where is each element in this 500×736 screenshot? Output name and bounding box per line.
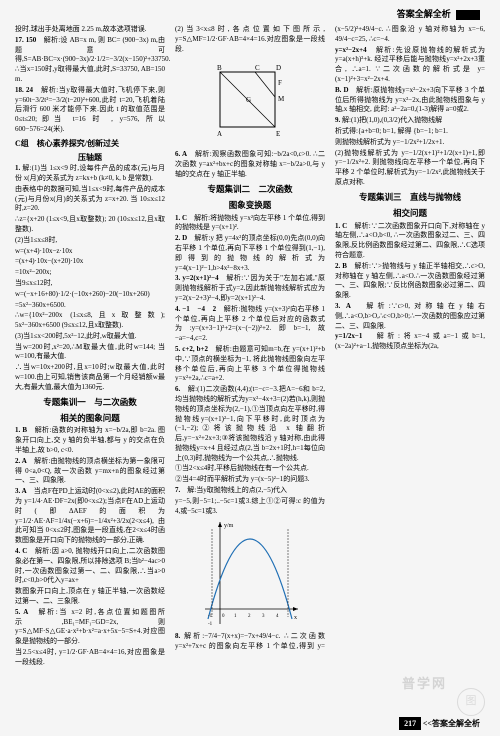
topic3-title-a: 专题集训三 直线与抛物线: [335, 192, 485, 204]
group-c-head: C组 核心素养探究/创新过关: [15, 138, 165, 149]
topic2-title-a: 专题集训二 二次函数: [175, 184, 325, 196]
svg-text:F: F: [278, 79, 282, 87]
svg-text:1: 1: [234, 614, 237, 619]
text: =10x²−200x;: [15, 268, 165, 278]
watermark: 普学网 图: [402, 675, 485, 716]
page-content: 投时,球出手处离地面 2.25 m,故本选项错误. 17. 150 解析:设 A…: [0, 0, 500, 700]
text: ②当4=4时而平解析式为 y=(x−5)²−1的问题3.: [175, 475, 325, 485]
text: y=−5,则−5=1;..−5c=1或3.综上①②可得:c 的值为 4,或−5c…: [175, 497, 325, 517]
text: ①当2<x≤4时,平移后抛物线在有一个公共点.: [175, 464, 325, 474]
q2: 2. A 解析:由抛物线的顶点横坐标为第一象限可得 0<a,0<Q, 故一次函数…: [15, 457, 165, 486]
text: (2)当3<x≤8时,各点位置如下图所示, y=S△MF=1/2·GF·AB=4…: [175, 25, 325, 54]
q6t2: 6. 解:(1)二次函数(4,4);(t=−c=−3.把A=−6和 b=2,均当…: [175, 385, 325, 463]
svg-text:G: G: [246, 96, 251, 104]
svg-text:4: 4: [276, 614, 279, 619]
q5t2: 5. c+2, b+2 解析:由题意可知m=b,在 y=(x+1)²+b中,∵顶…: [175, 345, 325, 384]
footer: 217 <<答案全解全析: [399, 717, 480, 730]
text: 投时,球出手处离地面 2.25 m,故本选项错误.: [15, 25, 165, 35]
header-title: 答案全解全析: [397, 9, 451, 19]
text: 当w=200时,x²=20,∴M取最大值,此时w=144; 当w=100,有最大…: [15, 343, 165, 363]
svg-text:-1: -1: [208, 622, 213, 627]
text: 数图象开口向上,顶点在 y 轴正半轴,一次函数经过第一、二、三象限.: [15, 587, 165, 607]
text: (2)抛物线解析式为 y=−1/2(x+1)²+1/2(x+1)+1,即 y=−…: [335, 149, 485, 188]
text: =(x+4)·10x−(x+20)·10x: [15, 257, 165, 267]
q3t3: 3. A 解析:∵c>0,对称轴在y轴右侧,∴a<O,b>O,∴c<O,b>0;…: [335, 302, 485, 331]
svg-text:0: 0: [222, 614, 225, 619]
q4: 4. C 解析:因 a>0, 抛物线开口向上,二次函数图象必在第一、四象限,所以…: [15, 547, 165, 586]
q4t3: y=1/2x−1 解析:将x=−4或a=−1或b=1,(x−2a)²+a−1,抛…: [335, 332, 485, 352]
topic1-title-a: 专题集训一 与二次函数: [15, 397, 165, 409]
q1t2: 1. C 解析:将抛物线 y=x²向左平移 1 个单位,得到的抛物线是 y=(x…: [175, 214, 325, 234]
svg-text:D: D: [276, 64, 281, 72]
q1: 1. 解:(1)当 1≤x<9 时,设每件产品的成本(元)与月份 x(月)的关系…: [15, 164, 165, 184]
q7t2: 7. 解:当y取抛物线上的点(2,−5)代入: [175, 486, 325, 496]
topic3-title-b: 相交问题: [335, 208, 485, 220]
svg-text:x: x: [294, 615, 297, 621]
text: (2)当1≤x≤8时,: [15, 236, 165, 246]
svg-text:C: C: [255, 64, 260, 72]
q3: 3. A 当点F在PD上运动时(0<x≤2),此时AE的面积为 y=1/4·AE…: [15, 487, 165, 546]
text: 由表格中的数据可知,当1≤x<9时,每件产品的成本(元)与月份x(月)的关系式为…: [15, 185, 165, 214]
q4t2: 4. −1 −4 2 解析:抛物线 y=(x+3)²向右平移 1 个单位,再向上…: [175, 305, 325, 344]
text: =5x²−360x+6500.: [15, 301, 165, 311]
q9: 9. 解:(1)把(1,0),(0,3/2)代入抛物线解: [335, 116, 485, 126]
header: 答案全解全析: [397, 8, 480, 21]
watermark-circle-icon: 图: [457, 688, 485, 716]
topic2-title-b: 图象变换题: [175, 200, 325, 212]
q2t3: 2. B 解析:∵>抛物线与 y 轴正半轴相交,∴c>O,对称轴在 y 轴左侧,…: [335, 262, 485, 301]
text: w=(x+4)·10x−z·10x: [15, 247, 165, 257]
q1t3: 1. C 解析:∵二次函数图象开口向下,对称轴在 y 轴左侧,∴a<O,b<0,…: [335, 222, 485, 261]
qB: B. D 解析:原抛物线y=x²−2x+3向下平移 3 个单位后所得抛物线为 y…: [335, 86, 485, 115]
text: (3)当1≤x<200时,5x²−12,此时,w取最大值.: [15, 332, 165, 342]
qA: y=x²−2x+4 解析:先设原抛物线的解析式为 y=a(x+h)²+k. 经过…: [335, 46, 485, 85]
text: ∴z={x+20 (1≤x<9,且x取整数); 20 (10≤x≤12,且x取整…: [15, 215, 165, 235]
svg-text:y/m: y/m: [224, 523, 234, 529]
group-c-head2: 压轴题: [15, 152, 165, 163]
q6: 6. A 解析:观察函数图象可知:−b/2a<0,c>0. ∴二次函数 y=ax…: [175, 150, 325, 179]
text: 则抛物线解析式为 y=−1/2x²+1/2x+1.: [335, 138, 485, 148]
svg-text:E: E: [276, 130, 280, 138]
q1b: 1. B 解析:函数的对称轴为 x=−b/2a,即 b=2a. 图象开口向上,交…: [15, 426, 165, 455]
svg-text:2: 2: [248, 614, 251, 619]
text: w=(−x+16+80)·1/2·(−10x+260)−20(−10x+260): [15, 290, 165, 300]
header-bar: [456, 10, 480, 20]
q18: 18. 24 解析:当y取得最大值时,飞机停下来,则 y=60t−3/2t²=−…: [15, 86, 165, 135]
q5: 5. A 解析:当 x=2 时,各点位置如题图所示,BE₁=MF₁=GD=2x,…: [15, 608, 165, 647]
svg-text:3: 3: [262, 614, 265, 619]
parabola-graph: y/m x -1 0 1 2 3 4 -1: [200, 519, 300, 629]
footer-page: 217: [399, 717, 421, 730]
topic1-title-b: 相关的图象问题: [15, 413, 165, 425]
footer-text: <<答案全解全析: [423, 719, 480, 728]
svg-text:A: A: [217, 130, 222, 138]
svg-text:B: B: [217, 64, 222, 72]
text: 析式得:{a+b=0; b=1, 解得 {b=−1; b=1.: [335, 127, 485, 137]
geometry-diagram: B C D F G M A E: [200, 57, 300, 147]
q2t2: 2. D 解析:y 把 y=4x²的顶点坐标(0,0)先点(0,0)向右平移 1…: [175, 234, 325, 273]
q17: 17. 150 解析:设 AB=x m, 则 BC= (900−3x) m,由题…: [15, 36, 165, 85]
text: 当9≤x≤12时,: [15, 279, 165, 289]
text: ∴当w=10x+200时,且x=10时;w取最大值,此时w=100.由上可知,销…: [15, 363, 165, 392]
svg-text:M: M: [278, 95, 285, 103]
text: ∴w={10x²−200x (1≤x≤8,且x取整数); 5x²−360x+65…: [15, 311, 165, 331]
text: 当2.5<x≤4时, y=1/2·GF·AB=4×4=16,对应图象是一段线段.: [15, 648, 165, 668]
svg-text:-1: -1: [208, 614, 213, 619]
q3t2: 3. y=2(x+1)²−4 解析:∵因为关于"左加右减,"原则抛物线解析于式y…: [175, 274, 325, 303]
